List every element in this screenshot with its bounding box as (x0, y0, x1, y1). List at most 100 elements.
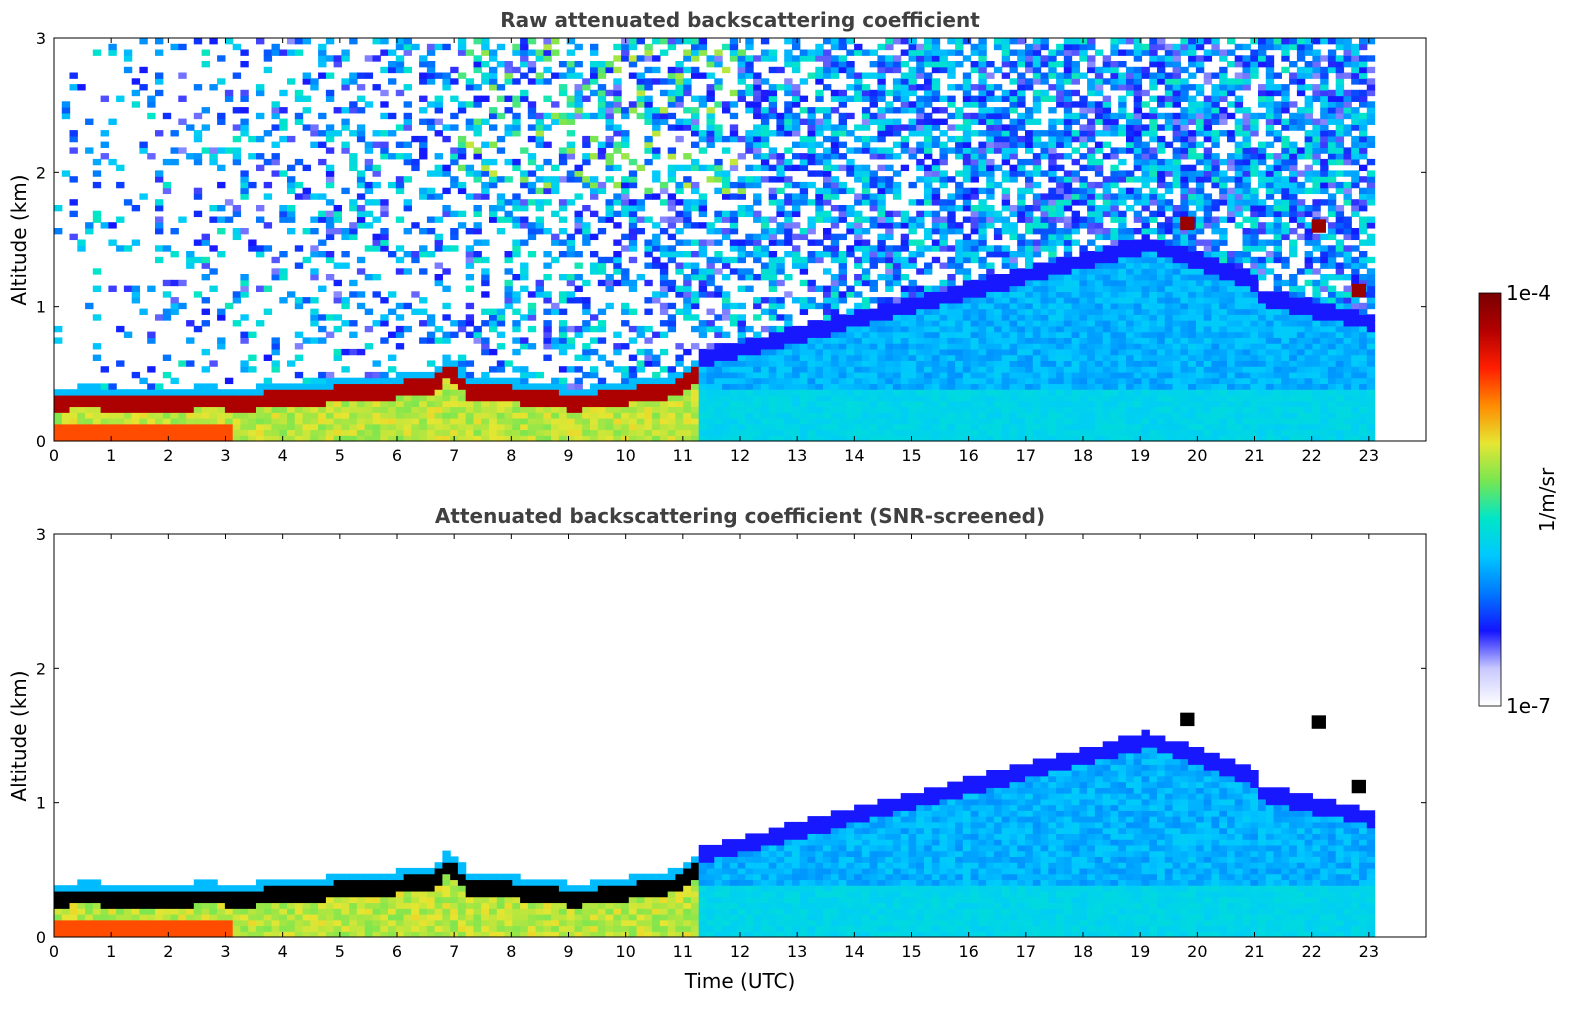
heatmap-cell (279, 107, 288, 114)
heatmap-cell (691, 130, 700, 137)
heatmap-cell (722, 314, 731, 321)
heatmap-cell (760, 141, 770, 148)
heatmap-cell (364, 147, 374, 154)
heatmap-cell (729, 38, 739, 45)
heatmap-cell (675, 101, 684, 108)
heatmap-cell (993, 366, 1003, 373)
heatmap-cell (807, 429, 816, 436)
heatmap-cell (566, 130, 576, 137)
heatmap-cell (947, 210, 956, 218)
heatmap-cell (271, 400, 280, 408)
heatmap-cell (473, 435, 482, 442)
heatmap-cell (147, 331, 156, 338)
heatmap-cell (201, 389, 210, 396)
heatmap-cell (861, 170, 871, 177)
heatmap-cell (993, 383, 1003, 390)
heatmap-cell (760, 435, 770, 442)
heatmap-cell (698, 354, 708, 361)
heatmap-cell (1025, 383, 1034, 390)
heatmap-cell (341, 400, 350, 408)
heatmap-cell (892, 55, 902, 62)
heatmap-cell (753, 112, 762, 120)
heatmap-cell (193, 210, 203, 218)
heatmap-cell (170, 43, 179, 51)
heatmap-cell (861, 418, 871, 425)
heatmap-cell (1056, 320, 1065, 327)
heatmap-cell (1001, 112, 1011, 120)
heatmap-cell (830, 147, 840, 154)
heatmap-cell (807, 354, 816, 361)
heatmap-cell (217, 435, 226, 442)
heatmap-cell (527, 112, 537, 120)
heatmap-cell (209, 205, 218, 212)
heatmap-cell (931, 38, 941, 45)
heatmap-cell (908, 285, 917, 292)
heatmap-cell (993, 251, 1003, 258)
heatmap-cell (691, 406, 700, 413)
heatmap-cell (489, 418, 498, 425)
heatmap-cell (955, 418, 964, 425)
heatmap-cell (232, 400, 242, 408)
heatmap-cell (1079, 371, 1088, 379)
heatmap-cell (722, 297, 731, 304)
heatmap-cell (1032, 302, 1042, 310)
heatmap-cell (1040, 170, 1049, 177)
heatmap-cell (714, 389, 723, 396)
heatmap-cell (691, 343, 700, 350)
heatmap-cell (768, 268, 778, 275)
heatmap-cell (683, 124, 692, 131)
heatmap-cell (263, 193, 273, 200)
heatmap-cell (1079, 262, 1088, 269)
heatmap-cell (465, 429, 475, 436)
heatmap-cell (861, 95, 871, 102)
heatmap-cell (1056, 418, 1065, 425)
heatmap-cell (162, 314, 172, 321)
heatmap-cell (885, 38, 894, 45)
heatmap-cell (411, 43, 420, 51)
heatmap-cell (683, 239, 692, 246)
heatmap-cell (481, 49, 490, 56)
heatmap-cell (846, 435, 855, 442)
heatmap-cell (823, 158, 832, 166)
heatmap-cell (69, 199, 78, 206)
heatmap-cell (916, 239, 925, 246)
heatmap-cell (411, 158, 420, 166)
heatmap-cell (1048, 435, 1057, 442)
heatmap-cell (582, 423, 591, 431)
heatmap-cell (411, 256, 420, 264)
heatmap-cell (908, 262, 917, 269)
heatmap-cell (815, 320, 824, 327)
heatmap-cell (815, 66, 824, 74)
heatmap-cell (714, 256, 723, 264)
heatmap-cell (582, 348, 591, 356)
heatmap-cell (823, 337, 832, 344)
heatmap-cell (473, 389, 482, 396)
heatmap-cell (1017, 216, 1026, 223)
heatmap-cell (962, 84, 972, 91)
heatmap-cell (986, 308, 995, 315)
heatmap-cell (830, 320, 840, 327)
heatmap-cell (426, 412, 436, 419)
heatmap-cell (333, 348, 342, 356)
heatmap-cell (900, 72, 910, 79)
heatmap-cell (683, 78, 692, 85)
heatmap-cell (830, 435, 840, 442)
heatmap-cell (217, 337, 226, 344)
heatmap-cell (597, 84, 607, 91)
heatmap-cell (760, 371, 770, 379)
heatmap-cell (931, 89, 941, 97)
heatmap-cell (807, 147, 816, 154)
heatmap-cell (419, 400, 428, 408)
heatmap-cell (403, 158, 412, 166)
heatmap-cell (178, 279, 187, 287)
heatmap-cell (768, 308, 778, 315)
heatmap-cell (442, 72, 451, 79)
heatmap-cell (815, 216, 824, 223)
heatmap-cell (1063, 187, 1073, 195)
heatmap-cell (807, 130, 816, 137)
heatmap-cell (77, 239, 86, 246)
heatmap-cell (605, 89, 614, 97)
heatmap-cell (737, 320, 746, 327)
heatmap-cell (263, 412, 273, 419)
heatmap-cell (325, 95, 335, 102)
